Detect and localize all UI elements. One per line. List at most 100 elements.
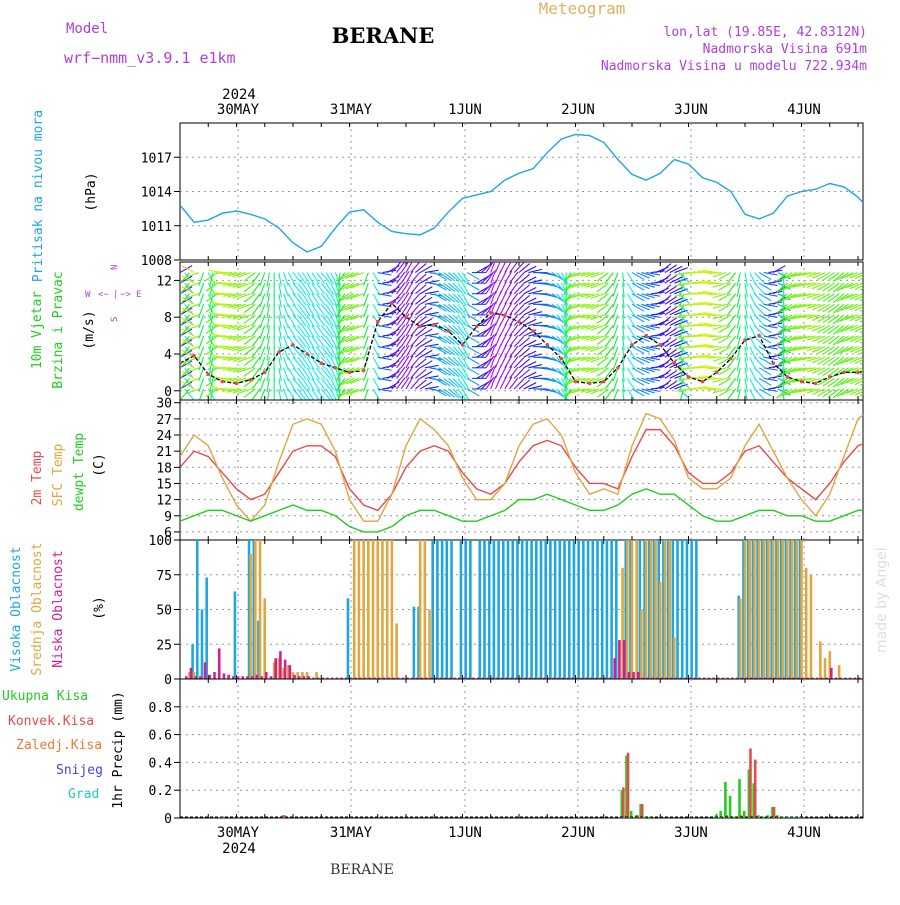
wind-barb [622, 378, 625, 393]
wind-barb [631, 356, 645, 365]
wind-barb [259, 272, 266, 286]
wind-barb [801, 324, 816, 329]
wind-barb [631, 282, 645, 291]
wind-barb [659, 316, 672, 326]
wind-barb [363, 304, 369, 318]
day-label-top: 30MAY [217, 102, 260, 118]
wind-barb [784, 346, 798, 354]
bar-low_cloud [533, 677, 536, 679]
wind-barb [702, 333, 717, 337]
wind-barb [693, 345, 708, 348]
wind-barb [443, 377, 456, 388]
bar-low_cloud [627, 672, 631, 679]
wind-barb [345, 356, 360, 364]
wind-barb [604, 293, 614, 306]
wind-barb [575, 293, 590, 297]
bar-mid_cloud [823, 658, 827, 679]
wind-barb [306, 314, 315, 328]
bar-low_cloud [778, 677, 781, 679]
wind-barb [698, 355, 713, 358]
bar-total_precip [719, 811, 722, 818]
wind-barb [372, 272, 381, 285]
wind-barb [363, 346, 369, 360]
wind-barb [185, 293, 200, 300]
bar-low_cloud [561, 677, 565, 679]
bar-low_cloud [740, 677, 744, 679]
wind-barb [184, 388, 195, 400]
bar-high_cloud [680, 540, 684, 679]
wind-barb [301, 304, 311, 317]
wind-barb [780, 272, 793, 281]
wind-barb [448, 388, 460, 399]
bar-low_cloud [538, 677, 541, 679]
bar-low_cloud [199, 676, 202, 679]
bar-mid_cloud [254, 540, 257, 679]
bar-mid_cloud [757, 540, 761, 679]
wind-barb [659, 326, 672, 337]
wind-barb [237, 346, 251, 352]
wind-barb [466, 346, 480, 355]
wind-barb [849, 272, 863, 279]
wind-barb [604, 356, 614, 369]
wind-barb [243, 293, 256, 303]
wind-barb [822, 272, 835, 281]
product-title: Meteogram [539, 0, 626, 18]
wind-barb [854, 316, 863, 322]
wind-barb [350, 314, 364, 321]
wind-barb [718, 272, 732, 281]
wind-barb [659, 347, 672, 358]
wind-speed-marker [785, 375, 790, 379]
bar-high_cloud [666, 540, 670, 679]
wind-barb [827, 314, 840, 324]
wind-barb [283, 378, 289, 392]
wind-barb [784, 335, 798, 343]
wind-barb [551, 388, 564, 398]
wind-barb [452, 367, 464, 379]
bar-mid_cloud [635, 540, 639, 679]
wind-barb [320, 378, 331, 390]
bar-high_cloud [445, 540, 449, 679]
wind-barb [377, 367, 392, 371]
wind-barb [410, 272, 421, 284]
wind-barb [636, 314, 650, 321]
compass-north: N [110, 265, 120, 270]
wind-barb [840, 335, 854, 343]
wind-barb [419, 307, 433, 316]
wind-barb [462, 367, 470, 381]
wind-barb [237, 356, 251, 363]
wind-barb [311, 346, 320, 359]
wind-barb [585, 346, 600, 352]
wind-barb [718, 282, 732, 291]
wind-barb [563, 335, 576, 344]
wind-barb [504, 376, 513, 390]
wind-speed-marker [460, 343, 465, 347]
wind-barb [840, 324, 854, 333]
wind-barb [209, 367, 214, 382]
wind-barb [827, 356, 840, 367]
wind-barb [626, 314, 636, 327]
bar-high_cloud [596, 540, 599, 679]
wind-barb [337, 272, 350, 281]
cloud-unit: (%) [92, 596, 107, 619]
wind-barb [718, 303, 732, 312]
wind-barb [832, 282, 845, 293]
wind-barb [664, 338, 677, 348]
wind-barb [844, 335, 859, 342]
wind-barb [556, 346, 567, 358]
wind-barb [707, 335, 722, 338]
wind-barb [754, 388, 765, 400]
plot-area [180, 412, 863, 533]
wind-barb [462, 314, 470, 328]
wind-barb [754, 293, 765, 305]
wind-barb [596, 325, 609, 335]
wind-barb [345, 346, 360, 353]
wind-barb [626, 367, 636, 380]
bar-low_cloud [604, 677, 607, 679]
wind-barb [259, 314, 266, 329]
bar-total_precip [761, 816, 765, 818]
wind-barb [718, 346, 732, 355]
bar-mid_cloud [743, 540, 747, 679]
bar-high_cloud [502, 540, 505, 679]
wind-barb [316, 367, 326, 380]
wind-barb [840, 303, 854, 312]
